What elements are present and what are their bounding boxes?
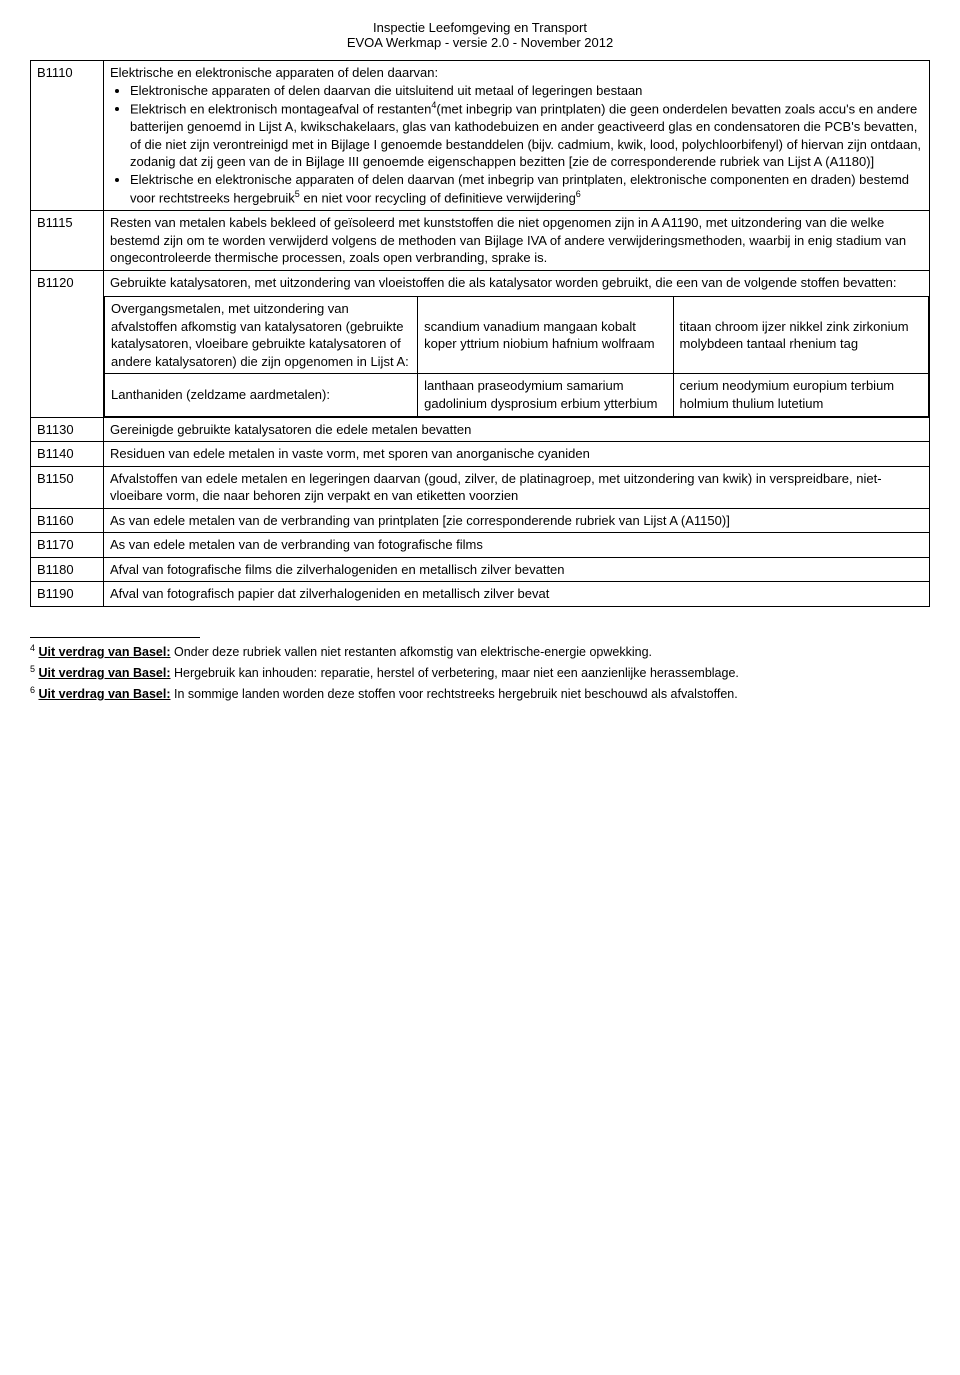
table-row: B1150 Afvalstoffen van edele metalen en … [31, 466, 930, 508]
intro-text: Gebruikte katalysatoren, met uitzonderin… [104, 271, 929, 295]
footnote-text: Hergebruik kan inhouden: reparatie, hers… [171, 666, 739, 680]
table-row: B1120 Gebruikte katalysatoren, met uitzo… [31, 270, 930, 417]
desc-cell: Residuen van edele metalen in vaste vorm… [104, 442, 930, 467]
footnote: 4 Uit verdrag van Basel: Onder deze rubr… [30, 642, 930, 661]
bullet-item: Elektronische apparaten of delen daarvan… [130, 82, 923, 100]
bullet-item: Elektrische en elektronische apparaten o… [130, 171, 923, 207]
intro-text: Elektrische en elektronische apparaten o… [110, 65, 438, 80]
inner-cell: lanthaan praseodymium samarium gadoliniu… [418, 374, 673, 416]
footnote-separator [30, 637, 200, 638]
code-cell: B1115 [31, 211, 104, 271]
desc-cell: Afval van fotografische films die zilver… [104, 557, 930, 582]
footnote-number: 4 [30, 643, 35, 653]
code-cell: B1110 [31, 61, 104, 211]
code-cell: B1170 [31, 533, 104, 558]
footnote-text: In sommige landen worden deze stoffen vo… [171, 687, 738, 701]
inner-row: Lanthaniden (zeldzame aardmetalen): lant… [105, 374, 929, 416]
desc-cell: Gereinigde gebruikte katalysatoren die e… [104, 417, 930, 442]
table-row: B1170 As van edele metalen van de verbra… [31, 533, 930, 558]
inner-cell: scandium vanadium mangaan kobalt koper y… [418, 297, 673, 374]
desc-cell: Elektrische en elektronische apparaten o… [104, 61, 930, 211]
table-row: B1130 Gereinigde gebruikte katalysatoren… [31, 417, 930, 442]
desc-cell: As van edele metalen van de verbranding … [104, 533, 930, 558]
code-cell: B1130 [31, 417, 104, 442]
inner-row: Overgangsmetalen, met uitzondering van a… [105, 297, 929, 374]
footnote-label: Uit verdrag van Basel: [39, 687, 171, 701]
inner-cell: cerium neodymium europium terbium holmiu… [673, 374, 928, 416]
bullet-item: Elektrisch en elektronisch montageafval … [130, 99, 923, 171]
footnote-label: Uit verdrag van Basel: [39, 666, 171, 680]
footnote-label: Uit verdrag van Basel: [39, 645, 171, 659]
bullet-list: Elektronische apparaten of delen daarvan… [110, 82, 923, 207]
header-line2: EVOA Werkmap - versie 2.0 - November 201… [30, 35, 930, 50]
table-row: B1160 As van edele metalen van de verbra… [31, 508, 930, 533]
footnote-text: Onder deze rubriek vallen niet restanten… [171, 645, 653, 659]
table-row: B1140 Residuen van edele metalen in vast… [31, 442, 930, 467]
code-cell: B1140 [31, 442, 104, 467]
table-row: B1110 Elektrische en elektronische appar… [31, 61, 930, 211]
page-header: Inspectie Leefomgeving en Transport EVOA… [30, 20, 930, 50]
desc-cell: As van edele metalen van de verbranding … [104, 508, 930, 533]
inner-table: Overgangsmetalen, met uitzondering van a… [104, 296, 929, 416]
code-cell: B1150 [31, 466, 104, 508]
code-cell: B1120 [31, 270, 104, 417]
footnotes: 4 Uit verdrag van Basel: Onder deze rubr… [30, 637, 930, 703]
desc-cell: Afval van fotografisch papier dat zilver… [104, 582, 930, 607]
inner-cell: titaan chroom ijzer nikkel zink zirkoniu… [673, 297, 928, 374]
table-row: B1115 Resten van metalen kabels bekleed … [31, 211, 930, 271]
footnote: 5 Uit verdrag van Basel: Hergebruik kan … [30, 663, 930, 682]
desc-cell: Gebruikte katalysatoren, met uitzonderin… [104, 270, 930, 417]
header-line1: Inspectie Leefomgeving en Transport [30, 20, 930, 35]
footnote-ref: 6 [576, 189, 581, 199]
desc-cell: Afvalstoffen van edele metalen en legeri… [104, 466, 930, 508]
table-row: B1180 Afval van fotografische films die … [31, 557, 930, 582]
inner-cell: Lanthaniden (zeldzame aardmetalen): [105, 374, 418, 416]
inner-cell: Overgangsmetalen, met uitzondering van a… [105, 297, 418, 374]
main-table: B1110 Elektrische en elektronische appar… [30, 60, 930, 607]
code-cell: B1190 [31, 582, 104, 607]
footnote-number: 5 [30, 664, 35, 674]
footnote: 6 Uit verdrag van Basel: In sommige land… [30, 684, 930, 703]
table-row: B1190 Afval van fotografisch papier dat … [31, 582, 930, 607]
desc-cell: Resten van metalen kabels bekleed of geï… [104, 211, 930, 271]
footnote-number: 6 [30, 685, 35, 695]
code-cell: B1180 [31, 557, 104, 582]
code-cell: B1160 [31, 508, 104, 533]
